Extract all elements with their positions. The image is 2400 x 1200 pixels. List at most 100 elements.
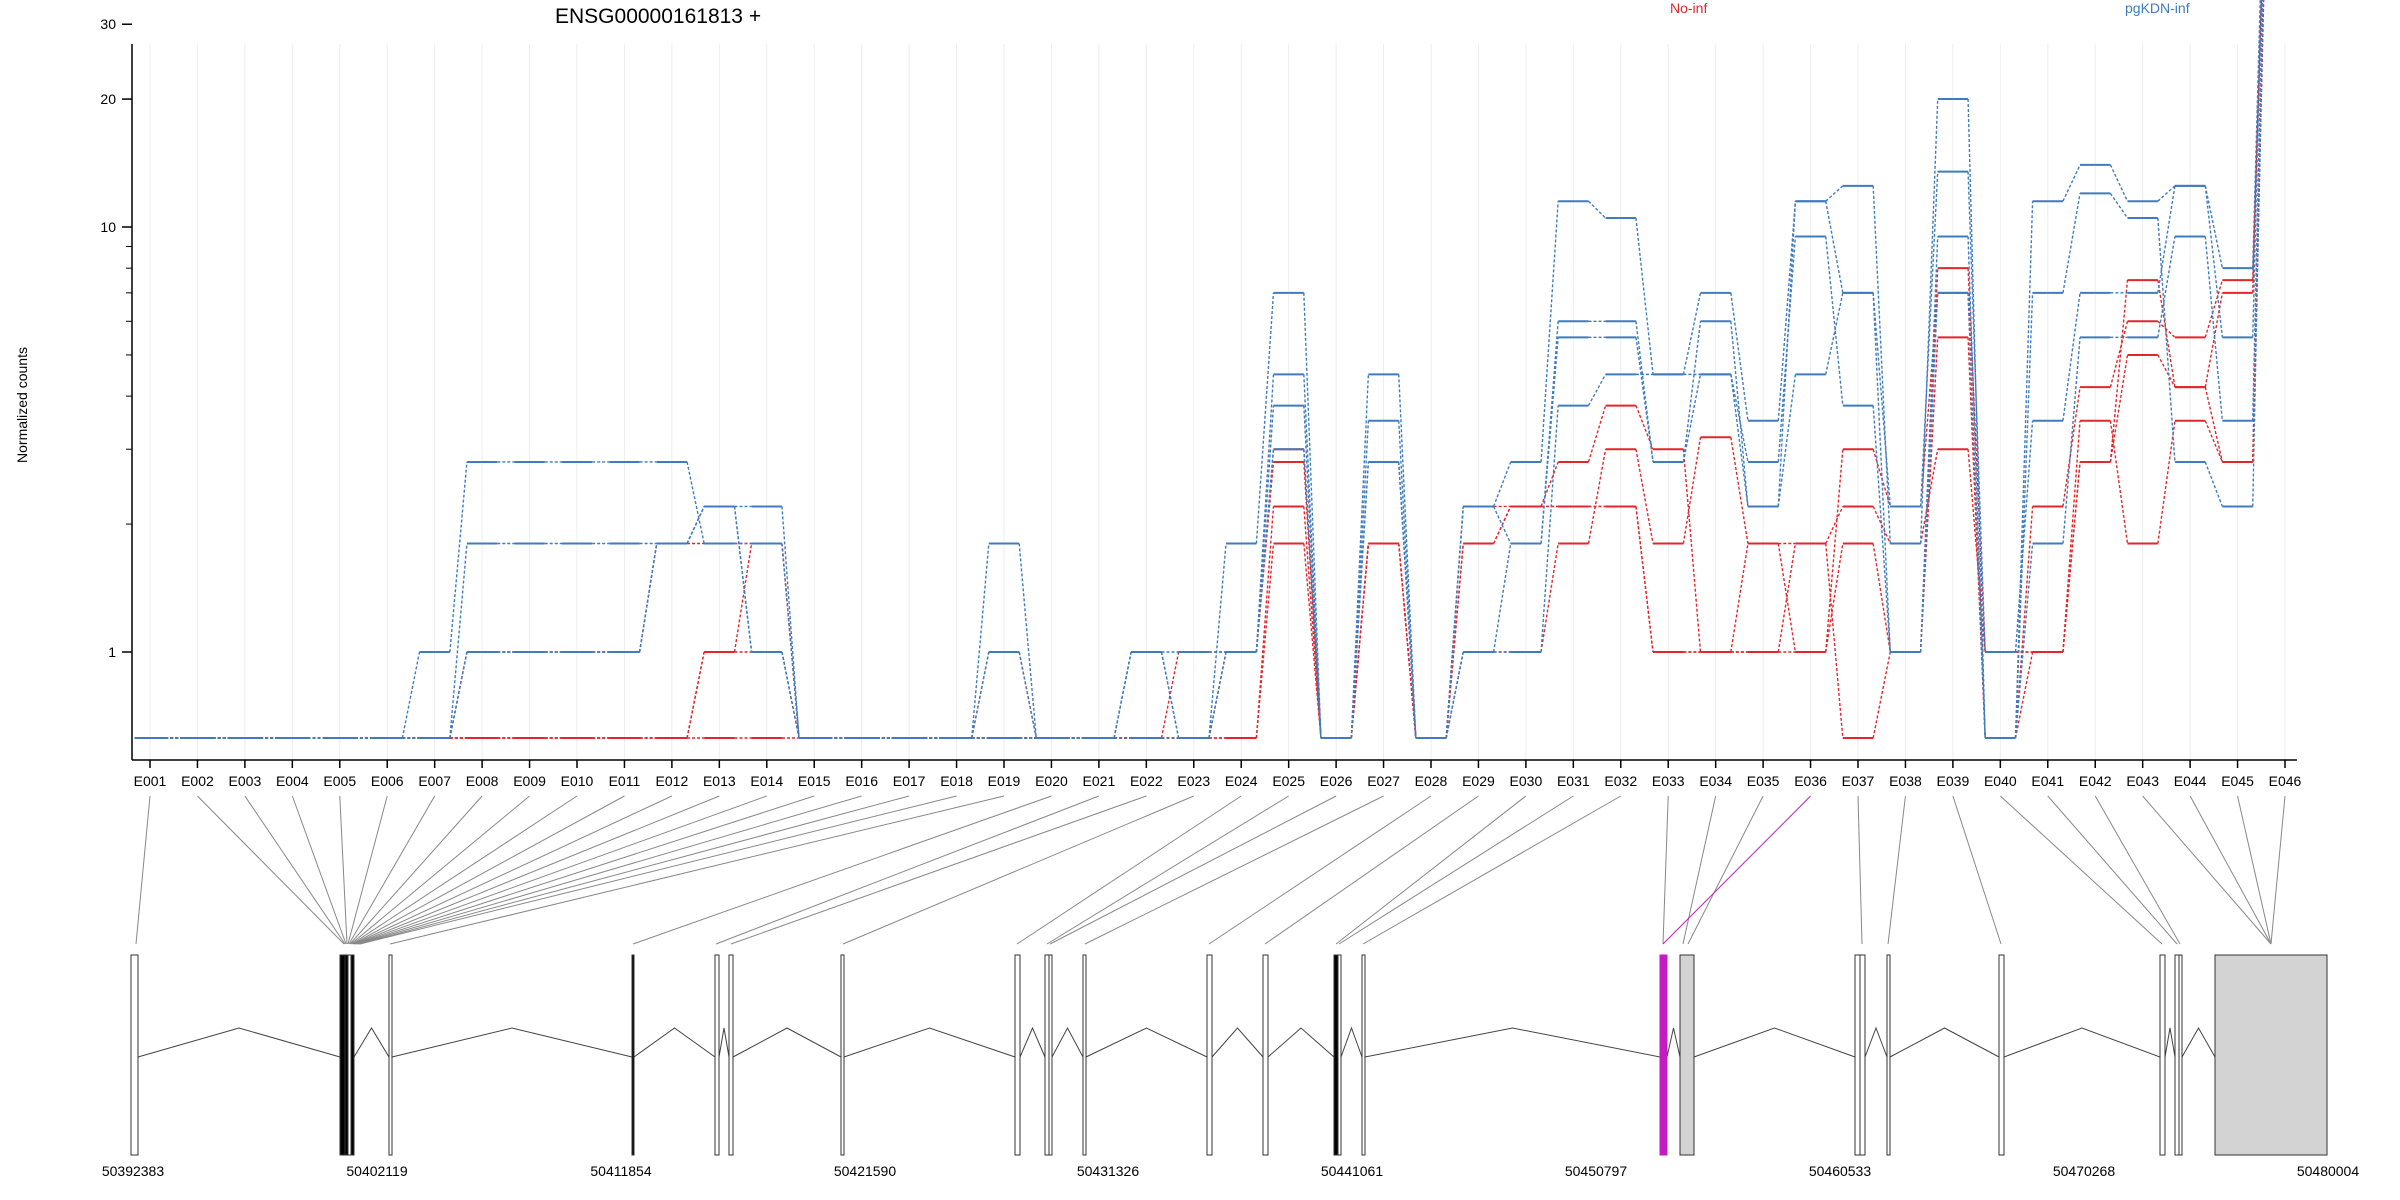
data-connector bbox=[1825, 236, 1844, 406]
data-connector bbox=[1303, 292, 1322, 739]
data-connector bbox=[2157, 217, 2176, 463]
exon-connector bbox=[1208, 795, 1432, 945]
exon-block bbox=[1886, 954, 1891, 1156]
y-axis-label: Normalized counts bbox=[14, 347, 30, 463]
exon-connector bbox=[2142, 795, 2272, 945]
exon-connector bbox=[2237, 795, 2272, 945]
data-connector bbox=[1872, 651, 1891, 739]
intron-line bbox=[2164, 1027, 2176, 1058]
x-tick-label: E012 bbox=[656, 773, 689, 789]
data-connector bbox=[2204, 386, 2224, 463]
exon-connector bbox=[2094, 795, 2181, 945]
exon-connector bbox=[730, 795, 1147, 945]
exon-connector bbox=[358, 795, 910, 945]
data-connector bbox=[2014, 506, 2034, 739]
data-connector bbox=[1967, 171, 1986, 653]
data-connector bbox=[1682, 449, 1702, 653]
exon-connector bbox=[715, 795, 1100, 945]
exon-connector bbox=[348, 795, 436, 945]
genomic-coordinate-label: 50411854 bbox=[590, 1163, 651, 1179]
data-connector bbox=[638, 543, 658, 653]
x-tick-label: E026 bbox=[1320, 773, 1353, 789]
data-connector bbox=[781, 543, 800, 739]
data-connector bbox=[2204, 185, 2224, 338]
exon-connector bbox=[197, 795, 345, 945]
x-tick-label: E028 bbox=[1415, 773, 1448, 789]
data-connector bbox=[1492, 543, 1512, 653]
data-connector bbox=[1825, 449, 1844, 653]
y-tick-label: 30 bbox=[100, 16, 116, 32]
x-tick-label: E017 bbox=[893, 773, 926, 789]
intron-line bbox=[1666, 1027, 1681, 1058]
exon-block bbox=[1854, 954, 1861, 1156]
data-connector bbox=[1255, 449, 1275, 653]
legend-entry-no-inf: No-inf bbox=[1670, 0, 1707, 16]
data-connector bbox=[1825, 543, 1844, 653]
data-connector bbox=[1587, 449, 1607, 544]
data-connector bbox=[2062, 420, 2081, 653]
x-tick-label: E011 bbox=[609, 773, 641, 789]
exon-connector bbox=[1264, 795, 1479, 945]
data-connector bbox=[686, 461, 705, 544]
grid-lines bbox=[149, 44, 2286, 760]
data-connector bbox=[1445, 651, 1464, 739]
exon-connector bbox=[1687, 795, 1764, 945]
x-tick-label: E038 bbox=[1889, 773, 1922, 789]
data-connector bbox=[781, 651, 800, 739]
x-tick-label: E002 bbox=[181, 773, 214, 789]
exon-block bbox=[1998, 954, 2005, 1156]
x-tick-label: E015 bbox=[798, 773, 831, 789]
data-connector bbox=[1872, 185, 1891, 544]
data-connector bbox=[2157, 236, 2176, 338]
data-connector bbox=[2014, 543, 2034, 739]
exon-connector bbox=[1952, 795, 2002, 945]
exon-connector bbox=[349, 795, 483, 945]
exon-block bbox=[1206, 954, 1213, 1156]
data-connector bbox=[1255, 374, 1275, 653]
exon-block bbox=[388, 954, 393, 1156]
data-connector bbox=[1255, 543, 1275, 739]
data-connector bbox=[1777, 543, 1797, 653]
data-connector bbox=[2062, 292, 2081, 421]
data-connector bbox=[449, 461, 468, 653]
data-connector bbox=[733, 506, 753, 653]
exon-connector bbox=[347, 795, 388, 945]
exon-connector bbox=[351, 795, 578, 945]
exon-block bbox=[1337, 954, 1342, 1156]
data-connector bbox=[1303, 449, 1322, 739]
data-connector bbox=[1682, 437, 1702, 544]
intron-line bbox=[1019, 1026, 1046, 1058]
axes: 110203050100200E001E002E003E004E005E006E… bbox=[100, 16, 2301, 789]
exon-connector bbox=[355, 795, 767, 945]
legend-entry-pgkdn-inf: pgKDN-inf bbox=[2125, 0, 2190, 16]
data-connector bbox=[2157, 420, 2176, 544]
exon-block bbox=[2159, 954, 2166, 1156]
x-tick-label: E004 bbox=[276, 773, 309, 789]
exon-block bbox=[1361, 954, 1366, 1156]
intron-line bbox=[843, 1027, 1016, 1058]
data-connector bbox=[781, 651, 800, 739]
data-connector bbox=[449, 651, 468, 739]
data-connector bbox=[971, 651, 990, 739]
data-connector bbox=[1208, 651, 1227, 739]
data-connector bbox=[1540, 337, 1559, 544]
data-connector bbox=[2062, 461, 2081, 653]
data-connector bbox=[1872, 292, 1891, 507]
data-connector bbox=[1255, 506, 1275, 739]
data-connector bbox=[2109, 354, 2129, 463]
exon-connector bbox=[2189, 795, 2272, 945]
exon-connector bbox=[1016, 795, 1242, 945]
data-connector bbox=[1872, 506, 1891, 544]
data-connector bbox=[1113, 651, 1132, 739]
exon-connector bbox=[135, 795, 151, 945]
exon-block bbox=[1679, 954, 1695, 1156]
data-connector bbox=[1445, 651, 1464, 739]
x-tick-label: E016 bbox=[845, 773, 878, 789]
exon-connector bbox=[353, 795, 673, 945]
exon-connector bbox=[1362, 795, 1622, 945]
y-tick-label: 20 bbox=[100, 91, 116, 107]
data-connector bbox=[2062, 193, 2081, 293]
data-connector bbox=[1635, 449, 1654, 544]
data-connector bbox=[686, 506, 705, 544]
data-connector bbox=[1635, 337, 1654, 463]
